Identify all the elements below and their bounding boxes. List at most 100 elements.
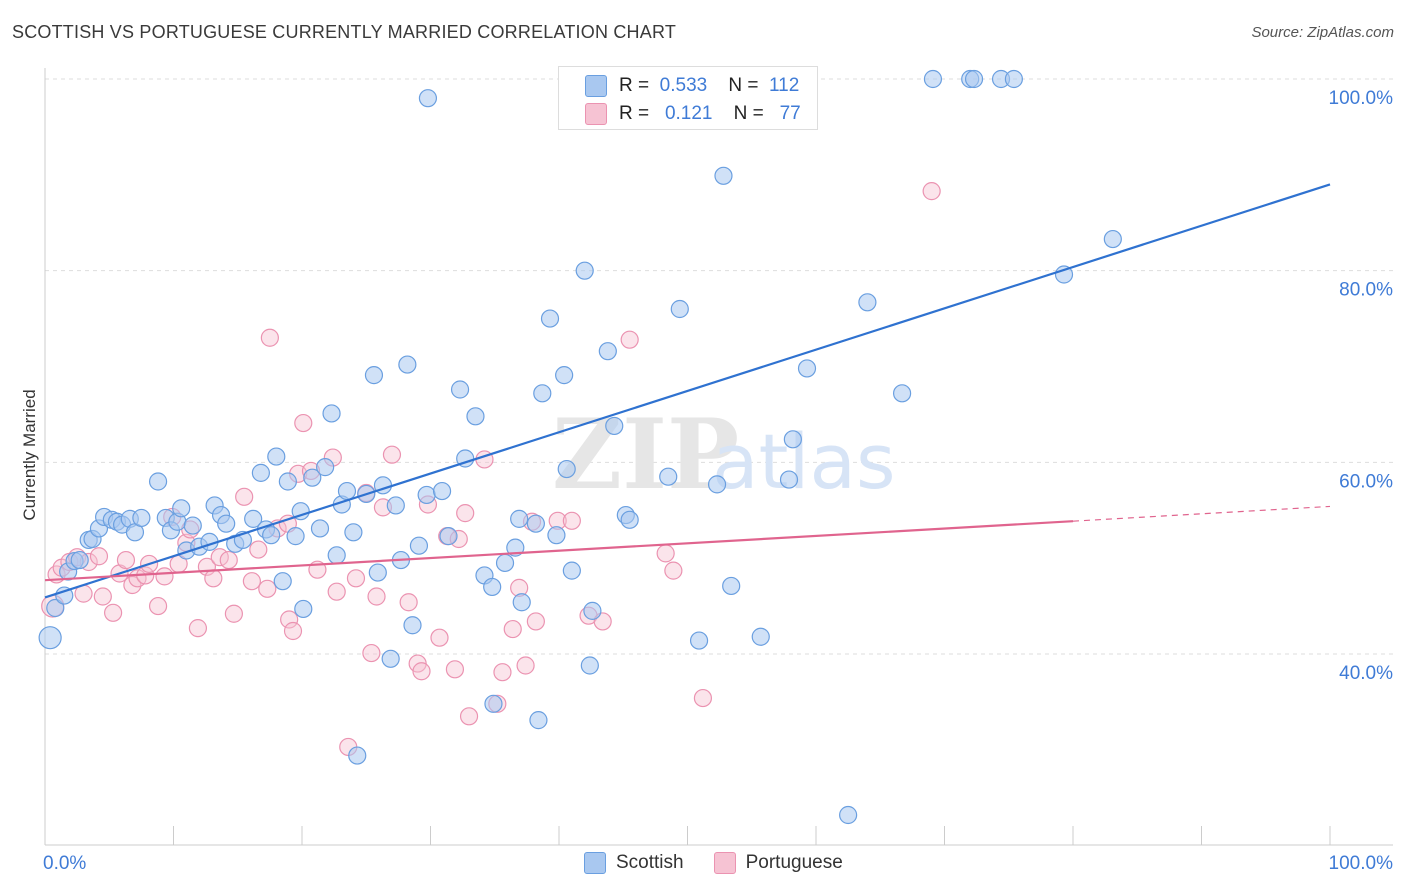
scottish-point (132, 508, 151, 528)
chart-title: SCOTTISH VS PORTUGUESE CURRENTLY MARRIED… (12, 22, 677, 42)
portuguese-legend-swatch (713, 852, 736, 874)
scottish-point (483, 577, 502, 597)
portuguese-point (430, 628, 449, 647)
portuguese-point (116, 550, 136, 570)
legend-r-label: R = (619, 75, 650, 96)
scottish-point (797, 359, 817, 378)
scottish-point (555, 366, 574, 385)
portuguese-point (258, 579, 277, 598)
scottish-point (291, 502, 310, 521)
legend-n-label: N = (728, 75, 759, 96)
legend-n-value: 77 (779, 103, 801, 124)
scottish-point (316, 458, 335, 477)
portuguese-point (382, 445, 402, 464)
scottish-point (409, 536, 429, 555)
scottish-point (70, 550, 89, 570)
scottish-point (418, 89, 438, 108)
portuguese-point (346, 569, 366, 588)
scottish-point (580, 656, 599, 675)
scottish-point (381, 649, 400, 668)
scottish-point (751, 627, 770, 646)
portuguese-point (219, 550, 238, 570)
scottish-point (533, 384, 552, 403)
portuguese-point (922, 182, 941, 201)
scottish-point (659, 467, 678, 486)
scottish-legend-label: Scottish (616, 852, 684, 873)
portuguese-points (41, 182, 941, 757)
portuguese-point (235, 487, 254, 506)
scottish-point (278, 472, 297, 491)
correlation-legend: R = 0.533 N = 112 R = 0.121 N = 77 (558, 66, 818, 130)
scottish-legend-swatch (584, 852, 606, 874)
y-tick-label: 80.0% (1339, 280, 1393, 301)
scottish-point (417, 485, 436, 505)
scottish-point (38, 626, 62, 650)
legend-r-value: 0.533 (659, 75, 708, 96)
portuguese-point (503, 619, 522, 639)
scottish-point (547, 526, 566, 545)
scottish-point (403, 616, 422, 635)
scottish-point (714, 166, 733, 185)
series-legend: Scottish Portuguese (584, 852, 843, 874)
portuguese-point (664, 561, 683, 580)
portuguese-point (204, 569, 223, 588)
scottish-point (386, 496, 405, 515)
portuguese-point (242, 572, 261, 591)
scottish-point (273, 572, 292, 591)
scottish-point (598, 342, 617, 361)
scottish-point (575, 261, 594, 280)
portuguese-point (188, 619, 208, 638)
scottish-point (322, 404, 341, 423)
scottish-point (217, 514, 236, 533)
portuguese-point (516, 656, 535, 675)
scottish-point (183, 516, 202, 535)
portuguese-point (456, 504, 475, 523)
x-tick-label: 0.0% (43, 853, 86, 874)
watermark: ZIP atlas (552, 398, 896, 511)
scottish-points (38, 69, 1122, 825)
scottish-point (310, 519, 330, 538)
scottish-point (46, 598, 65, 618)
source-label: Source: ZipAtlas.com (1251, 24, 1394, 41)
x-tick-label: 100.0% (1329, 853, 1394, 874)
scottish-point (348, 746, 367, 765)
portuguese-swatch (585, 103, 607, 125)
scottish-point (670, 299, 689, 319)
portuguese-point (445, 660, 465, 679)
scottish-point (439, 527, 458, 546)
scottish-point (722, 576, 741, 596)
watermark-atlas: atlas (712, 417, 896, 506)
scottish-point (337, 481, 357, 501)
scottish-point (327, 546, 346, 565)
portuguese-point (562, 511, 581, 530)
portuguese-point (155, 567, 174, 586)
portuguese-point (280, 610, 299, 629)
scottish-point (605, 416, 624, 436)
scottish-point (303, 468, 322, 487)
portuguese-point (656, 544, 675, 563)
portuguese-legend-label: Portuguese (745, 852, 843, 873)
scottish-point (526, 514, 545, 533)
scottish-point (779, 470, 799, 489)
scottish-point (783, 430, 802, 449)
portuguese-point (362, 643, 381, 663)
portuguese-point (294, 413, 313, 433)
y-tick-label: 100.0% (1329, 88, 1394, 109)
scottish-point (495, 553, 515, 573)
portuguese-point (367, 587, 386, 606)
scottish-point (368, 563, 387, 582)
legend-n-value: 112 (769, 75, 800, 96)
scottish-point (251, 463, 270, 482)
scottish-point (540, 309, 560, 328)
scottish-point (839, 805, 858, 825)
portuguese-point (260, 328, 279, 347)
scottish-point (55, 586, 74, 605)
scottish-point (583, 601, 602, 620)
scottish-point (562, 561, 581, 580)
scottish-point (364, 366, 384, 385)
scottish-point (484, 694, 503, 713)
scottish-point (923, 69, 943, 89)
watermark-zip: ZIP (552, 398, 739, 511)
portuguese-point (224, 604, 243, 623)
legend-n-label: N = (733, 103, 764, 124)
